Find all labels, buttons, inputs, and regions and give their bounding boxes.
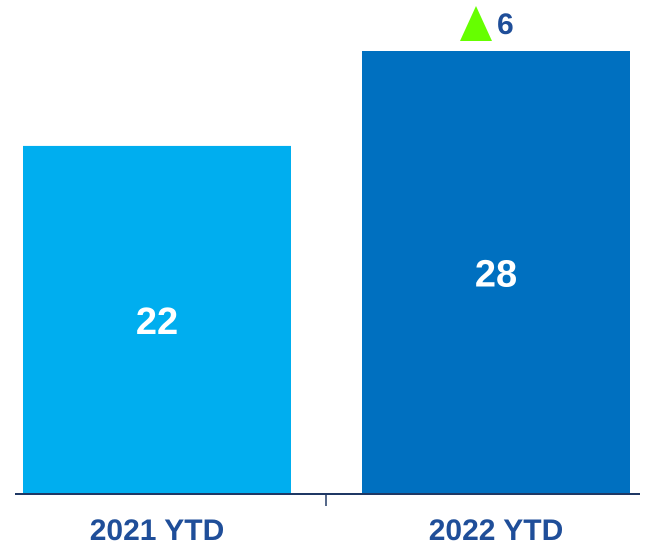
bars-layer bbox=[23, 51, 630, 494]
bar-value-label: 28 bbox=[475, 254, 517, 296]
change-value-label: 6 bbox=[497, 8, 514, 41]
bar-2021-ytd bbox=[23, 145, 291, 494]
x-tick-label: 2021 YTD bbox=[90, 514, 225, 547]
labels-layer: 22 2021 YTD 28 2022 YTD bbox=[90, 254, 564, 548]
x-tick-label: 2022 YTD bbox=[429, 514, 564, 547]
bar-value-label: 22 bbox=[136, 301, 178, 343]
bar-2022-ytd bbox=[362, 51, 630, 494]
up-triangle-icon bbox=[460, 6, 492, 41]
change-indicator: 6 bbox=[460, 6, 514, 41]
